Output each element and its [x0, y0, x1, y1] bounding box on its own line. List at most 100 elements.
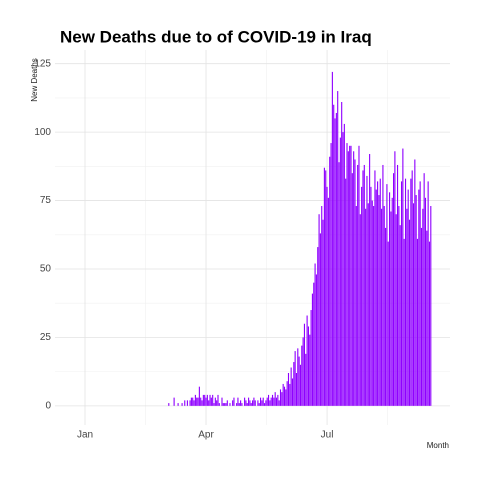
bar — [337, 91, 339, 406]
bar — [205, 397, 207, 406]
bar — [404, 178, 407, 406]
bar — [279, 389, 282, 406]
bar — [248, 397, 250, 406]
bar — [339, 137, 341, 406]
bar — [216, 400, 218, 406]
bar — [346, 143, 348, 406]
bar — [367, 203, 369, 406]
bar — [218, 403, 220, 406]
bar — [193, 400, 195, 406]
bar — [345, 178, 347, 406]
bar — [411, 170, 413, 406]
bar — [209, 394, 211, 406]
y-axis-label: New Deaths — [30, 58, 39, 102]
bar — [365, 208, 367, 406]
bar — [198, 386, 200, 406]
bar — [347, 151, 349, 406]
bar — [283, 386, 286, 406]
bar — [329, 156, 331, 406]
bar — [330, 143, 332, 406]
bar — [424, 197, 427, 406]
bar — [321, 206, 323, 406]
bar — [173, 397, 175, 406]
bar — [349, 145, 351, 406]
bar — [192, 397, 194, 406]
bar — [294, 351, 296, 406]
bar — [305, 353, 307, 406]
bar — [353, 151, 355, 406]
bar — [395, 214, 397, 406]
x-tick-label: Jan — [77, 430, 93, 441]
bar — [358, 145, 360, 406]
bar — [317, 247, 319, 406]
bar — [338, 162, 340, 406]
bar — [369, 154, 371, 406]
y-tick-label: 75 — [40, 195, 52, 206]
bar — [206, 394, 208, 406]
bar — [427, 181, 429, 406]
bar — [298, 356, 300, 406]
bar — [244, 397, 246, 406]
bar — [282, 383, 284, 406]
bar — [426, 230, 428, 406]
bar — [373, 206, 375, 406]
bar — [391, 197, 393, 406]
x-tick-label: Jul — [321, 430, 334, 441]
bar — [387, 241, 389, 406]
bar — [277, 394, 279, 406]
bar — [398, 206, 400, 406]
bar — [374, 170, 376, 406]
bar — [254, 400, 256, 406]
bar — [341, 102, 343, 406]
bar — [266, 397, 268, 406]
bar — [201, 400, 203, 406]
bar — [323, 167, 325, 406]
bar — [389, 192, 391, 406]
bar — [260, 397, 262, 406]
x-axis-label: Month — [427, 441, 449, 450]
bar — [281, 392, 283, 406]
bar — [297, 348, 299, 406]
bar — [310, 310, 312, 406]
bar — [265, 400, 267, 406]
bar — [237, 397, 239, 406]
bar — [249, 400, 251, 406]
bar — [335, 112, 337, 406]
bar — [194, 394, 196, 406]
bar — [275, 397, 278, 406]
bar — [396, 164, 399, 406]
bar — [318, 214, 320, 406]
bar — [423, 173, 425, 406]
bar — [386, 184, 388, 406]
bar — [225, 403, 227, 406]
bar — [322, 219, 324, 406]
bar — [270, 397, 272, 406]
bar — [402, 148, 404, 406]
bar — [212, 394, 214, 406]
bar — [311, 293, 313, 406]
bar — [295, 372, 298, 406]
bar — [420, 227, 423, 406]
bar — [379, 178, 381, 406]
bar — [233, 397, 235, 406]
bar — [309, 334, 311, 406]
x-tick-label: Apr — [198, 430, 214, 441]
bar — [181, 403, 183, 406]
bar — [359, 214, 361, 406]
bar — [422, 208, 424, 406]
bar — [313, 282, 315, 406]
bar — [246, 403, 248, 406]
bar — [331, 71, 333, 406]
bar — [375, 189, 377, 406]
bar — [378, 195, 380, 406]
bar — [371, 200, 373, 406]
bar — [293, 362, 295, 406]
bar — [252, 400, 254, 406]
bar — [350, 145, 352, 406]
bar — [204, 394, 206, 406]
bar — [232, 400, 234, 406]
bar — [377, 181, 379, 406]
bar — [196, 397, 198, 406]
bar — [326, 186, 328, 406]
bar — [428, 241, 431, 406]
